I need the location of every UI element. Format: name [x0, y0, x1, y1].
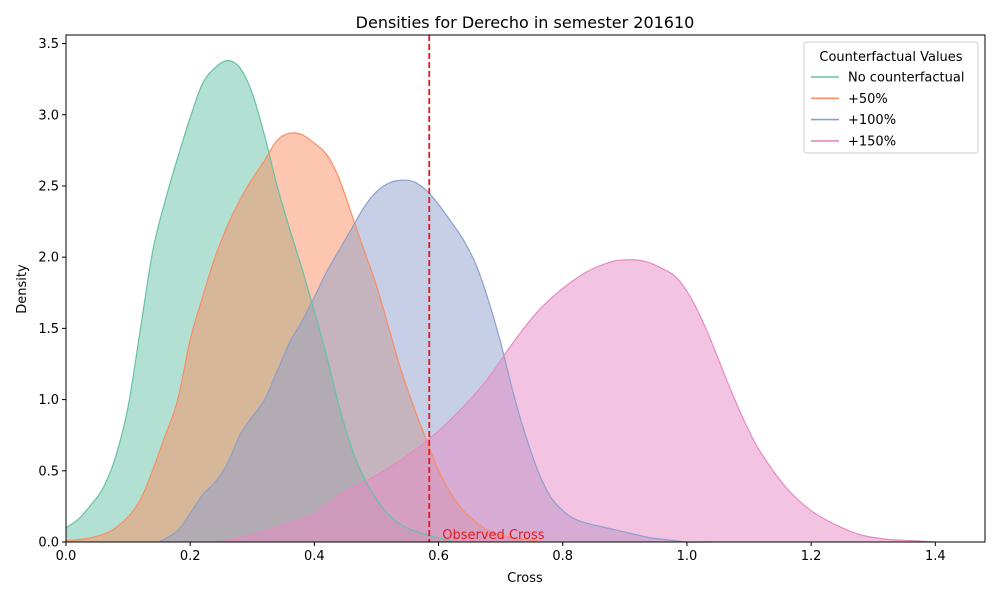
- density-lines: [65, 60, 936, 543]
- density-area-plus-100pct: [159, 180, 712, 543]
- density-line-no-counterfactual: [65, 60, 452, 542]
- y-tick-label: 0.5: [38, 464, 59, 479]
- observed-cross-line-group: Observed Cross: [428, 35, 545, 543]
- x-tick-label: 1.2: [801, 549, 822, 564]
- x-axis: 0.0 0.2 0.4 0.6 0.8 1.0 1.2 1.4: [56, 542, 946, 564]
- y-axis: 0.0 0.5 1.0 1.5 2.0 2.5 3.0 3.5: [38, 37, 66, 551]
- legend-label-no-counterfactual: No counterfactual: [848, 71, 964, 86]
- legend-items: No counterfactual +50% +100% +150%: [811, 71, 964, 149]
- y-tick-label: 2.5: [38, 179, 59, 194]
- x-tick-label: 0.0: [56, 549, 77, 564]
- x-tick-label: 1.4: [925, 549, 946, 564]
- y-tick-label: 1.5: [38, 322, 59, 337]
- y-tick-label: 0.0: [38, 536, 59, 551]
- legend-title: Counterfactual Values: [819, 50, 962, 65]
- legend-box: [803, 41, 979, 154]
- chart-title: Densities for Derecho in semester 201610: [356, 13, 695, 32]
- y-axis-title: Density: [15, 264, 30, 314]
- observed-cross-label: Observed Cross: [442, 528, 545, 543]
- legend-label-plus-150pct: +150%: [848, 134, 896, 149]
- density-area-plus-150pct: [221, 259, 936, 542]
- density-line-plus-50pct: [65, 132, 538, 542]
- density-areas: [66, 60, 936, 543]
- x-axis-title: Cross: [507, 571, 543, 586]
- y-tick-label: 3.5: [38, 37, 59, 52]
- x-tick-label: 1.0: [677, 549, 698, 564]
- y-tick-label: 1.0: [38, 393, 59, 408]
- legend-label-plus-50pct: +50%: [848, 92, 888, 107]
- y-tick-label: 3.0: [38, 108, 59, 123]
- plot-frame: [65, 34, 986, 543]
- legend: Counterfactual Values No counterfactual +…: [803, 41, 979, 154]
- x-tick-label: 0.6: [428, 549, 449, 564]
- x-tick-label: 0.8: [552, 549, 573, 564]
- density-line-plus-150pct: [221, 259, 936, 543]
- legend-label-plus-100pct: +100%: [848, 113, 896, 128]
- density-line-plus-100pct: [158, 179, 712, 543]
- y-tick-label: 2.0: [38, 251, 59, 266]
- x-tick-label: 0.2: [180, 549, 201, 564]
- x-tick-label: 0.4: [304, 549, 325, 564]
